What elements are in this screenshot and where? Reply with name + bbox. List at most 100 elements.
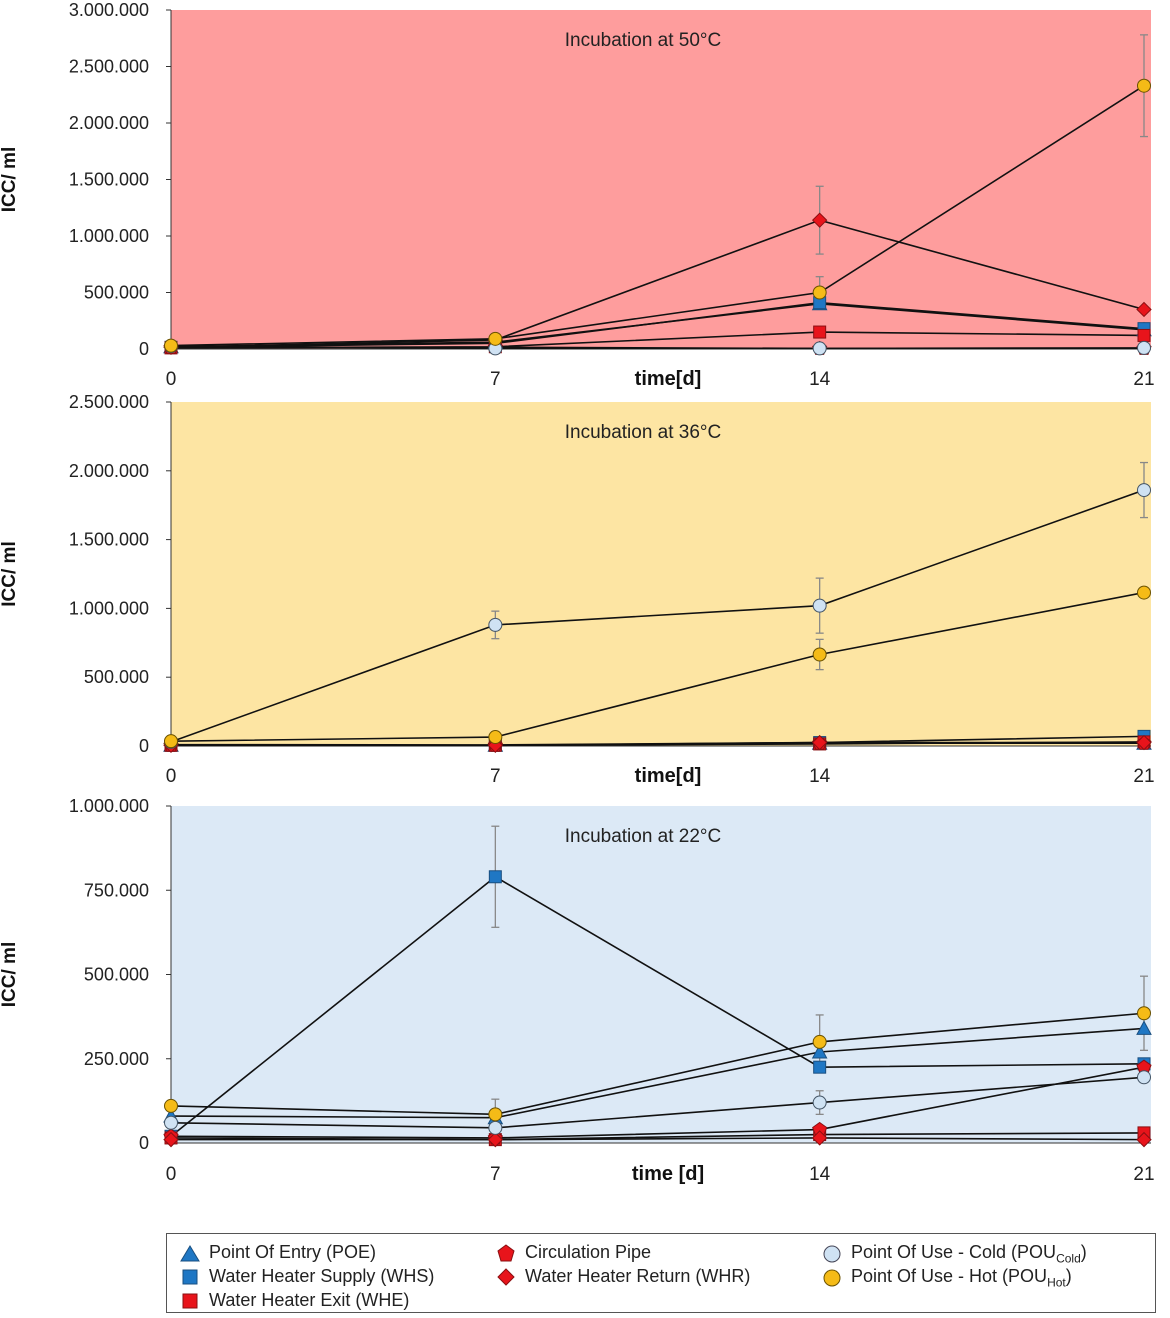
- line-chart-figure: 0 500.000 1.000.000 1.500.000 2.000.000 2.500…: [0, 0, 1155, 1185]
- whr-series-line: [171, 741, 1144, 747]
- pouc-series-line: [170, 345, 1145, 350]
- poe-point: [811, 1043, 828, 1059]
- x-tick-label: 7: [490, 766, 501, 787]
- circ-series-line: [170, 1066, 1145, 1139]
- whr-series-line: [170, 219, 1145, 349]
- pouc-point: [812, 341, 827, 356]
- pouc-point: [812, 598, 827, 613]
- y-tick-label: 0: [139, 1133, 149, 1153]
- y-tick-label: 1.000.000: [69, 796, 149, 816]
- poe-point: [1136, 1020, 1152, 1035]
- legend-item-circulation: Circulation Pipe: [495, 1242, 651, 1263]
- pouc-point: [488, 617, 503, 632]
- x-tick-label: 21: [1133, 766, 1154, 787]
- pouh-point: [812, 1034, 827, 1049]
- y-tick-label: 0: [139, 339, 149, 359]
- legend-item-whr: Water Heater Return (WHR): [495, 1266, 750, 1287]
- x-tick-label: 14: [809, 1164, 831, 1185]
- pentagon-marker-icon: [497, 1243, 515, 1261]
- legend-label: Point Of Use - Cold (POUCold): [851, 1242, 1087, 1266]
- pouh-series-line: [170, 1012, 1145, 1116]
- legend-label: Point Of Use - Hot (POUHot): [851, 1266, 1072, 1290]
- y-tick-label: 3.000.000: [69, 0, 149, 20]
- whr-point: [163, 1131, 179, 1148]
- circle-marker-icon: [823, 1245, 841, 1263]
- pouh-point: [1137, 78, 1151, 93]
- whr-point: [811, 734, 828, 751]
- whr-point: [487, 1131, 504, 1148]
- y-tick-label: 1.000.000: [69, 226, 149, 246]
- legend-label: Circulation Pipe: [525, 1242, 652, 1262]
- pouh-point: [164, 1098, 178, 1113]
- x-tick-label: 21: [1133, 369, 1154, 390]
- x-axis-label: time[d]: [635, 765, 702, 787]
- whe-point: [813, 325, 827, 339]
- y-axis-label: ICC/ ml: [0, 541, 20, 606]
- whr-series-line: [171, 1137, 1145, 1141]
- x-tick-label: 21: [1133, 1164, 1154, 1185]
- pouc-point: [1137, 483, 1151, 498]
- triangle-marker-icon: [180, 1244, 200, 1261]
- legend-label: Point Of Entry (POE): [209, 1242, 377, 1262]
- x-tick-label: 14: [809, 369, 831, 390]
- circle-marker-icon: [823, 1269, 841, 1287]
- y-tick-label: 0: [139, 736, 149, 756]
- y-tick-label: 1.500.000: [69, 530, 149, 550]
- pouc-point: [164, 1115, 178, 1130]
- chart-title: Incubation at 36°C: [565, 422, 722, 443]
- y-tick-label: 750.000: [84, 880, 149, 900]
- chart-panel-1: 0 500.000 1.000.000 1.500.000 2.000.000 2.500…: [0, 0, 1155, 390]
- legend-item-whs: Water Heater Supply (WHS): [179, 1266, 434, 1287]
- x-tick-label: 0: [166, 1164, 177, 1185]
- legend-label: Water Heater Exit (WHE): [209, 1290, 410, 1310]
- legend-item-poe: Point Of Entry (POE): [179, 1242, 376, 1263]
- pouh-point: [164, 734, 178, 749]
- y-tick-label: 1.500.000: [69, 170, 149, 190]
- poe-series-line: [170, 1027, 1145, 1119]
- square-marker-icon: [182, 1293, 198, 1308]
- y-tick-label: 2.500.000: [69, 57, 149, 77]
- x-tick-label: 0: [166, 766, 177, 787]
- pouh-point: [1137, 585, 1151, 600]
- pouh-series-line: [170, 85, 1145, 347]
- whe-series-line: [170, 1132, 1145, 1141]
- pouc-point: [812, 1095, 827, 1110]
- x-tick-label: 0: [166, 369, 177, 390]
- x-tick-label: 7: [490, 369, 501, 390]
- chart-title: Incubation at 50°C: [565, 30, 722, 51]
- pouc-point: [1137, 340, 1151, 355]
- whr-point: [811, 1130, 828, 1146]
- y-tick-label: 2.500.000: [69, 392, 149, 412]
- legend-label: Water Heater Supply (WHS): [209, 1266, 435, 1286]
- whr-point: [1136, 1131, 1152, 1148]
- pouh-point: [812, 285, 827, 300]
- whe-point: [1137, 328, 1151, 342]
- chart-panel-3: 0 250.000 500.000 750.000 1.000.000 0 7 14 21 tim…: [0, 796, 1155, 1185]
- pouh-point: [1137, 1006, 1151, 1021]
- pouh-point: [488, 730, 503, 745]
- pouh-point: [488, 1107, 503, 1122]
- y-tick-label: 500.000: [84, 965, 149, 985]
- whr-point: [1136, 301, 1152, 318]
- whs-point: [813, 1060, 827, 1074]
- legend-item-pou-cold: Point Of Use - Cold (POUCold): [821, 1242, 1087, 1266]
- legend-label: Water Heater Return (WHR): [525, 1266, 751, 1286]
- whs-point: [488, 870, 502, 884]
- y-tick-label: 2.000.000: [69, 461, 149, 481]
- x-tick-label: 7: [490, 1164, 501, 1185]
- pouh-point: [488, 331, 503, 346]
- whs-series-line: [170, 301, 1145, 349]
- plot-background: [171, 402, 1151, 746]
- pouc-point: [488, 1120, 503, 1135]
- whr-point: [811, 212, 828, 228]
- chart-panel-2: 0 500.000 1.000.000 1.500.000 2.000.000 2.500…: [0, 392, 1155, 787]
- x-axis-label: time[d]: [635, 368, 702, 390]
- pouc-series-line: [170, 489, 1145, 743]
- x-tick-label: 14: [809, 766, 831, 787]
- square-marker-icon: [182, 1269, 198, 1284]
- y-tick-label: 500.000: [84, 667, 149, 687]
- chart-legend: Point Of Entry (POE) Water Heater Supply…: [166, 1233, 1156, 1313]
- x-axis-label: time [d]: [632, 1163, 704, 1185]
- y-axis-label: ICC/ ml: [0, 147, 20, 212]
- y-tick-label: 250.000: [84, 1049, 149, 1069]
